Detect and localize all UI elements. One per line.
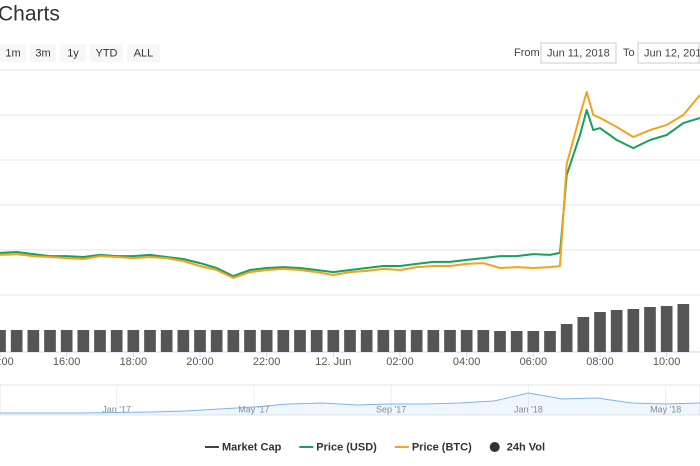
to-label: To (623, 47, 635, 59)
legend-item[interactable]: Market Cap (205, 441, 282, 453)
legend-label[interactable]: Market Cap (222, 441, 282, 453)
volume-bar (310, 330, 323, 352)
legend-item[interactable]: Price (BTC) (394, 441, 472, 453)
volume-bar (10, 330, 23, 352)
volume-bar (344, 330, 356, 352)
volume-bar (577, 317, 590, 352)
x-tick-label: 18:00 (120, 356, 148, 368)
volume-bar (677, 304, 690, 352)
volume-bar (660, 306, 673, 352)
volume-bar (527, 331, 540, 352)
to-input[interactable] (637, 42, 700, 64)
volume-bar (627, 309, 640, 352)
volume-bar (60, 330, 73, 352)
legend-label[interactable]: Price (USD) (316, 441, 377, 453)
legend-item[interactable]: 24h Vol (489, 441, 545, 453)
x-tick-label: 10:00 (653, 356, 681, 368)
range-button-bg[interactable] (90, 44, 123, 62)
volume-bar (44, 330, 56, 352)
volume-bar (27, 330, 40, 352)
range-button-label[interactable]: 3m (35, 47, 50, 59)
from-date[interactable]: Jun 11, 2018 (547, 47, 610, 59)
navigator-tick-label: May '18 (650, 404, 681, 414)
volume-bar (277, 330, 290, 352)
range-button-label[interactable]: YTD (96, 47, 118, 59)
volume-bar (594, 312, 606, 352)
range-button-label[interactable]: 1y (67, 47, 79, 59)
volume-bar (327, 330, 340, 352)
from-input[interactable] (540, 42, 617, 64)
volume-bar (260, 330, 273, 352)
volume-bar (110, 330, 123, 352)
volume-bar (444, 330, 456, 352)
chart-title: Charts (0, 3, 60, 26)
x-tick-label: 16:00 (53, 356, 81, 368)
volume-bar (177, 330, 190, 352)
volume-bar (460, 330, 473, 352)
price-line (0, 109, 700, 278)
volume-bar (77, 330, 90, 352)
x-tick-label: 12. Jun (315, 356, 351, 368)
range-button-label[interactable]: 1m (5, 47, 20, 59)
from-label: From (514, 47, 540, 59)
x-tick-label: 22:00 (253, 356, 281, 368)
volume-bar (494, 331, 506, 352)
volume-bar (160, 330, 173, 352)
navigator-line (0, 392, 700, 414)
navigator-tick-label: Jan '18 (514, 404, 543, 414)
navigator-tick-label: Jan '17 (102, 404, 131, 414)
volume-bar (427, 330, 440, 352)
legend-symbol[interactable] (489, 442, 500, 452)
navigator-tick-label: Sep '17 (376, 404, 406, 414)
volume-bar (610, 310, 623, 352)
range-button-bg[interactable] (0, 44, 26, 62)
to-date[interactable]: Jun 12, 2018 (644, 47, 700, 59)
volume-bar (0, 330, 6, 352)
price-line (0, 91, 700, 279)
range-button[interactable]: 1m (0, 44, 26, 62)
volume-bar (244, 330, 256, 352)
volume-bar (544, 331, 556, 352)
legend-label[interactable]: 24h Vol (507, 441, 545, 453)
volume-bar (377, 330, 390, 352)
x-tick-label: 20:00 (186, 356, 214, 368)
x-tick-label: 06:00 (520, 356, 548, 368)
range-button[interactable]: YTD (90, 44, 123, 62)
volume-bar (227, 330, 240, 352)
range-button-bg[interactable] (30, 44, 56, 62)
x-tick-label: 14:00 (0, 356, 14, 368)
volume-bar (510, 331, 523, 352)
volume-bar (410, 330, 423, 352)
volume-bar (210, 330, 223, 352)
volume-bar (477, 330, 490, 352)
range-button[interactable]: ALL (127, 44, 160, 62)
x-tick-label: 02:00 (386, 356, 414, 368)
volume-bar (560, 324, 573, 352)
range-button-bg[interactable] (60, 44, 86, 62)
volume-bar (294, 330, 306, 352)
volume-bar (360, 330, 373, 352)
range-button-bg[interactable] (127, 44, 160, 62)
legend-item[interactable]: Price (USD) (299, 441, 377, 453)
navigator-area (0, 393, 700, 415)
x-tick-label: 04:00 (453, 356, 481, 368)
volume-bar (194, 330, 206, 352)
volume-bar (127, 330, 140, 352)
x-tick-label: 08:00 (586, 356, 614, 368)
legend-label[interactable]: Price (BTC) (412, 441, 472, 453)
volume-bar (94, 330, 106, 352)
range-button[interactable]: 1y (60, 44, 86, 62)
navigator-tick-label: May '17 (238, 404, 269, 414)
volume-bar (394, 330, 406, 352)
range-button[interactable]: 3m (30, 44, 56, 62)
volume-bar (644, 307, 656, 352)
volume-bar (144, 330, 156, 352)
range-button-label[interactable]: ALL (134, 47, 154, 59)
